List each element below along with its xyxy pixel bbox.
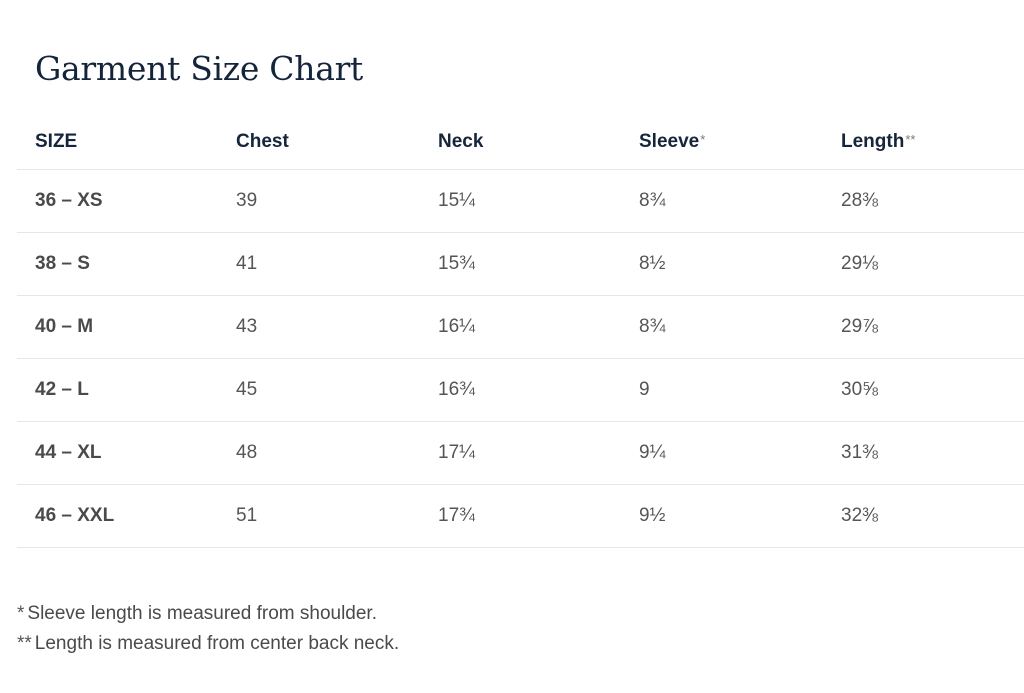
chest-cell: 45 <box>236 379 258 400</box>
chest-cell: 48 <box>236 442 258 463</box>
neck-cell: 16¾ <box>438 379 475 400</box>
column-header-label: Neck <box>438 130 484 152</box>
table-row: 46 – XXL 51 17¾ 9½ 32⅜ <box>17 485 1024 548</box>
size-cell: 42 – L <box>35 379 89 400</box>
size-cell: 36 – XS <box>35 190 103 211</box>
table-row: 40 – M 43 16¼ 8¾ 29⅞ <box>17 296 1024 359</box>
neck-cell: 16¼ <box>438 316 475 337</box>
column-header-size: SIZE <box>35 110 77 171</box>
column-header-label: Length <box>841 130 905 152</box>
length-cell: 29⅞ <box>841 316 878 337</box>
sleeve-cell: 8¾ <box>639 190 666 211</box>
length-cell: 31⅜ <box>841 442 878 463</box>
table-row: 42 – L 45 16¾ 9 30⅝ <box>17 359 1024 422</box>
column-header-label: SIZE <box>35 130 78 152</box>
size-chart-table: SIZE Chest Neck Sleeve * Length ** 36 – XS… <box>17 110 1024 548</box>
length-cell: 29⅛ <box>841 253 878 274</box>
neck-cell: 15¾ <box>438 253 475 274</box>
length-cell: 28⅜ <box>841 190 878 211</box>
sleeve-cell: 9¼ <box>639 442 666 463</box>
length-cell: 30⅝ <box>841 379 878 400</box>
sleeve-cell: 9 <box>639 379 650 400</box>
neck-cell: 17¾ <box>438 505 475 526</box>
footnote-sleeve: * Sleeve length is measured from shoulder… <box>17 599 399 629</box>
chest-cell: 41 <box>236 253 258 274</box>
chest-cell: 51 <box>236 505 258 526</box>
footnote-marker: ** <box>905 132 916 147</box>
footnote-marker: * <box>17 603 25 624</box>
column-header-neck: Neck <box>438 110 483 171</box>
column-header-label: Chest <box>236 130 289 152</box>
neck-cell: 15¼ <box>438 190 475 211</box>
neck-cell: 17¼ <box>438 442 475 463</box>
footnote-marker: ** <box>17 633 32 654</box>
table-header-row: SIZE Chest Neck Sleeve * Length ** <box>17 110 1024 170</box>
length-cell: 32⅜ <box>841 505 878 526</box>
footnote-length: ** Length is measured from center back ne… <box>17 629 399 659</box>
table-row: 36 – XS 39 15¼ 8¾ 28⅜ <box>17 170 1024 233</box>
size-cell: 40 – M <box>35 316 94 337</box>
footnote-text: Sleeve length is measured from shoulder. <box>27 603 377 624</box>
table-row: 44 – XL 48 17¼ 9¼ 31⅜ <box>17 422 1024 485</box>
footnote-marker: * <box>700 132 706 147</box>
size-cell: 44 – XL <box>35 442 102 463</box>
size-cell: 38 – S <box>35 253 90 274</box>
page-title: Garment Size Chart <box>35 49 364 88</box>
sleeve-cell: 8½ <box>639 253 666 274</box>
column-header-label: Sleeve <box>639 130 700 152</box>
sleeve-cell: 8¾ <box>639 316 666 337</box>
size-cell: 46 – XXL <box>35 505 115 526</box>
table-row: 38 – S 41 15¾ 8½ 29⅛ <box>17 233 1024 296</box>
column-header-chest: Chest <box>236 110 289 171</box>
chest-cell: 43 <box>236 316 258 337</box>
sleeve-cell: 9½ <box>639 505 666 526</box>
column-header-sleeve: Sleeve * <box>639 110 705 171</box>
column-header-length: Length ** <box>841 110 915 171</box>
footnote-text: Length is measured from center back neck… <box>34 633 400 654</box>
footnotes: * Sleeve length is measured from shoulder… <box>17 599 399 659</box>
chest-cell: 39 <box>236 190 258 211</box>
